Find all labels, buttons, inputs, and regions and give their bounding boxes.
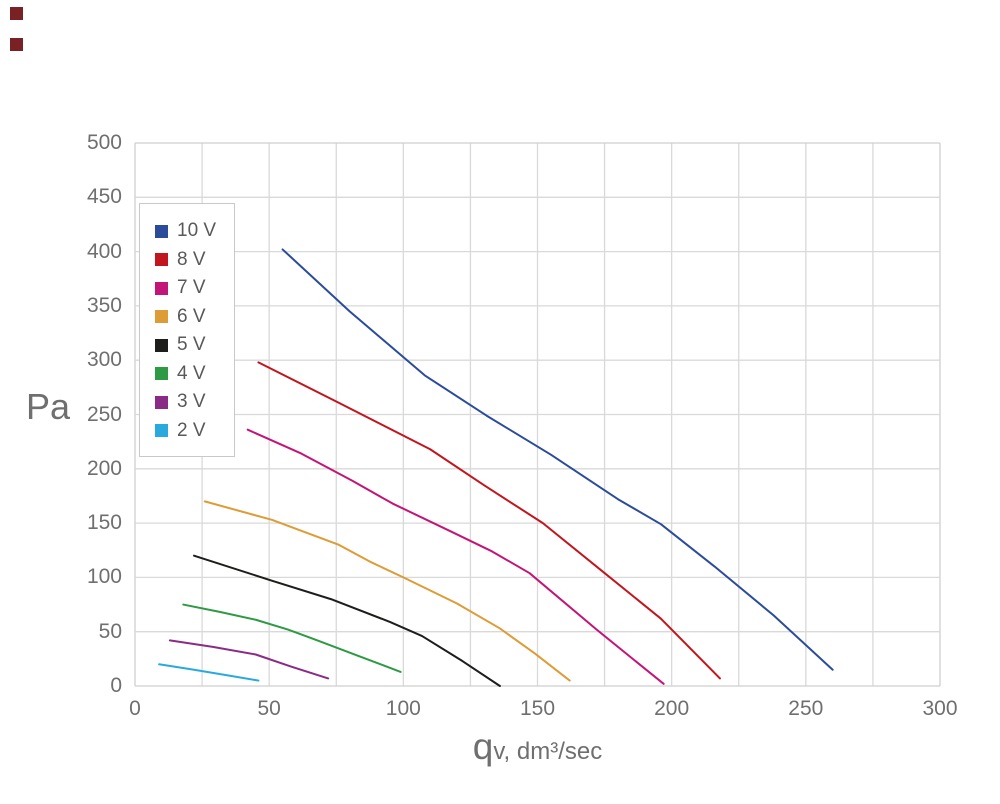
curve-4v [182,603,402,673]
x-axis-title-units: v, dm³/sec [493,738,603,765]
x-tick-label-150: 150 [519,697,556,720]
curve-5v [193,554,501,687]
data-curves [158,248,834,687]
legend-swatch-icon [155,253,168,267]
y-tick-label-150: 150 [86,511,122,535]
x-tick-label-0: 0 [129,697,141,720]
curve-2v [158,663,260,682]
corner-marker-top-icon [10,7,23,20]
legend-swatch-icon [155,424,168,438]
y-tick-label-450: 450 [86,185,122,209]
x-axis-title: qv, dm³/sec [135,726,940,768]
legend-item-7v: 7 V [155,274,234,303]
legend-item-2v: 2 V [155,417,234,446]
y-tick-label-200: 200 [86,456,122,480]
legend-label: 3 V [177,391,206,413]
legend-label: 8 V [177,248,206,270]
y-tick-label-300: 300 [86,348,122,372]
legend-item-6v: 6 V [155,303,234,332]
x-tick-label-250: 250 [788,697,824,720]
gridlines [134,142,941,687]
y-tick-label-400: 400 [86,239,122,263]
legend-swatch-icon [155,224,168,238]
y-axis-title: Pa [26,386,71,427]
legend: 10 V 8 V 7 V 6 V 5 V 4 V 3 V 2 V [139,203,235,457]
legend-item-10v: 10 V [155,217,234,246]
legend-label: 5 V [177,334,206,356]
x-tick-label-100: 100 [385,697,421,720]
y-tick-label-500: 500 [86,131,122,154]
legend-item-3v: 3 V [155,388,234,417]
curve-3v [168,639,330,680]
x-tick-label-200: 200 [654,697,690,720]
legend-swatch-icon [155,395,168,409]
corner-marker-bottom-icon [10,38,23,51]
legend-label: 10 V [177,220,217,242]
y-tick-label-50: 50 [98,619,122,643]
curve-10v [281,248,834,671]
curve-6v [203,500,571,682]
legend-swatch-icon [155,338,168,352]
y-tick-label-100: 100 [86,565,122,589]
legend-label: 4 V [177,362,206,384]
legend-swatch-icon [155,281,168,295]
legend-swatch-icon [155,367,168,381]
legend-label: 6 V [177,305,206,327]
legend-label: 2 V [177,419,206,441]
x-tick-label-300: 300 [922,697,958,720]
legend-swatch-icon [155,310,168,324]
legend-item-5v: 5 V [155,331,234,360]
legend-label: 7 V [177,277,206,299]
legend-item-8v: 8 V [155,246,234,275]
y-tick-label-250: 250 [86,402,122,426]
y-tick-label-0: 0 [110,674,122,697]
x-tick-label-50: 50 [257,697,281,720]
y-tick-label-350: 350 [86,293,122,317]
x-axis-title-symbol: q [472,726,494,767]
legend-item-4v: 4 V [155,360,234,389]
curve-7v [246,428,665,685]
curve-8v [257,361,721,680]
